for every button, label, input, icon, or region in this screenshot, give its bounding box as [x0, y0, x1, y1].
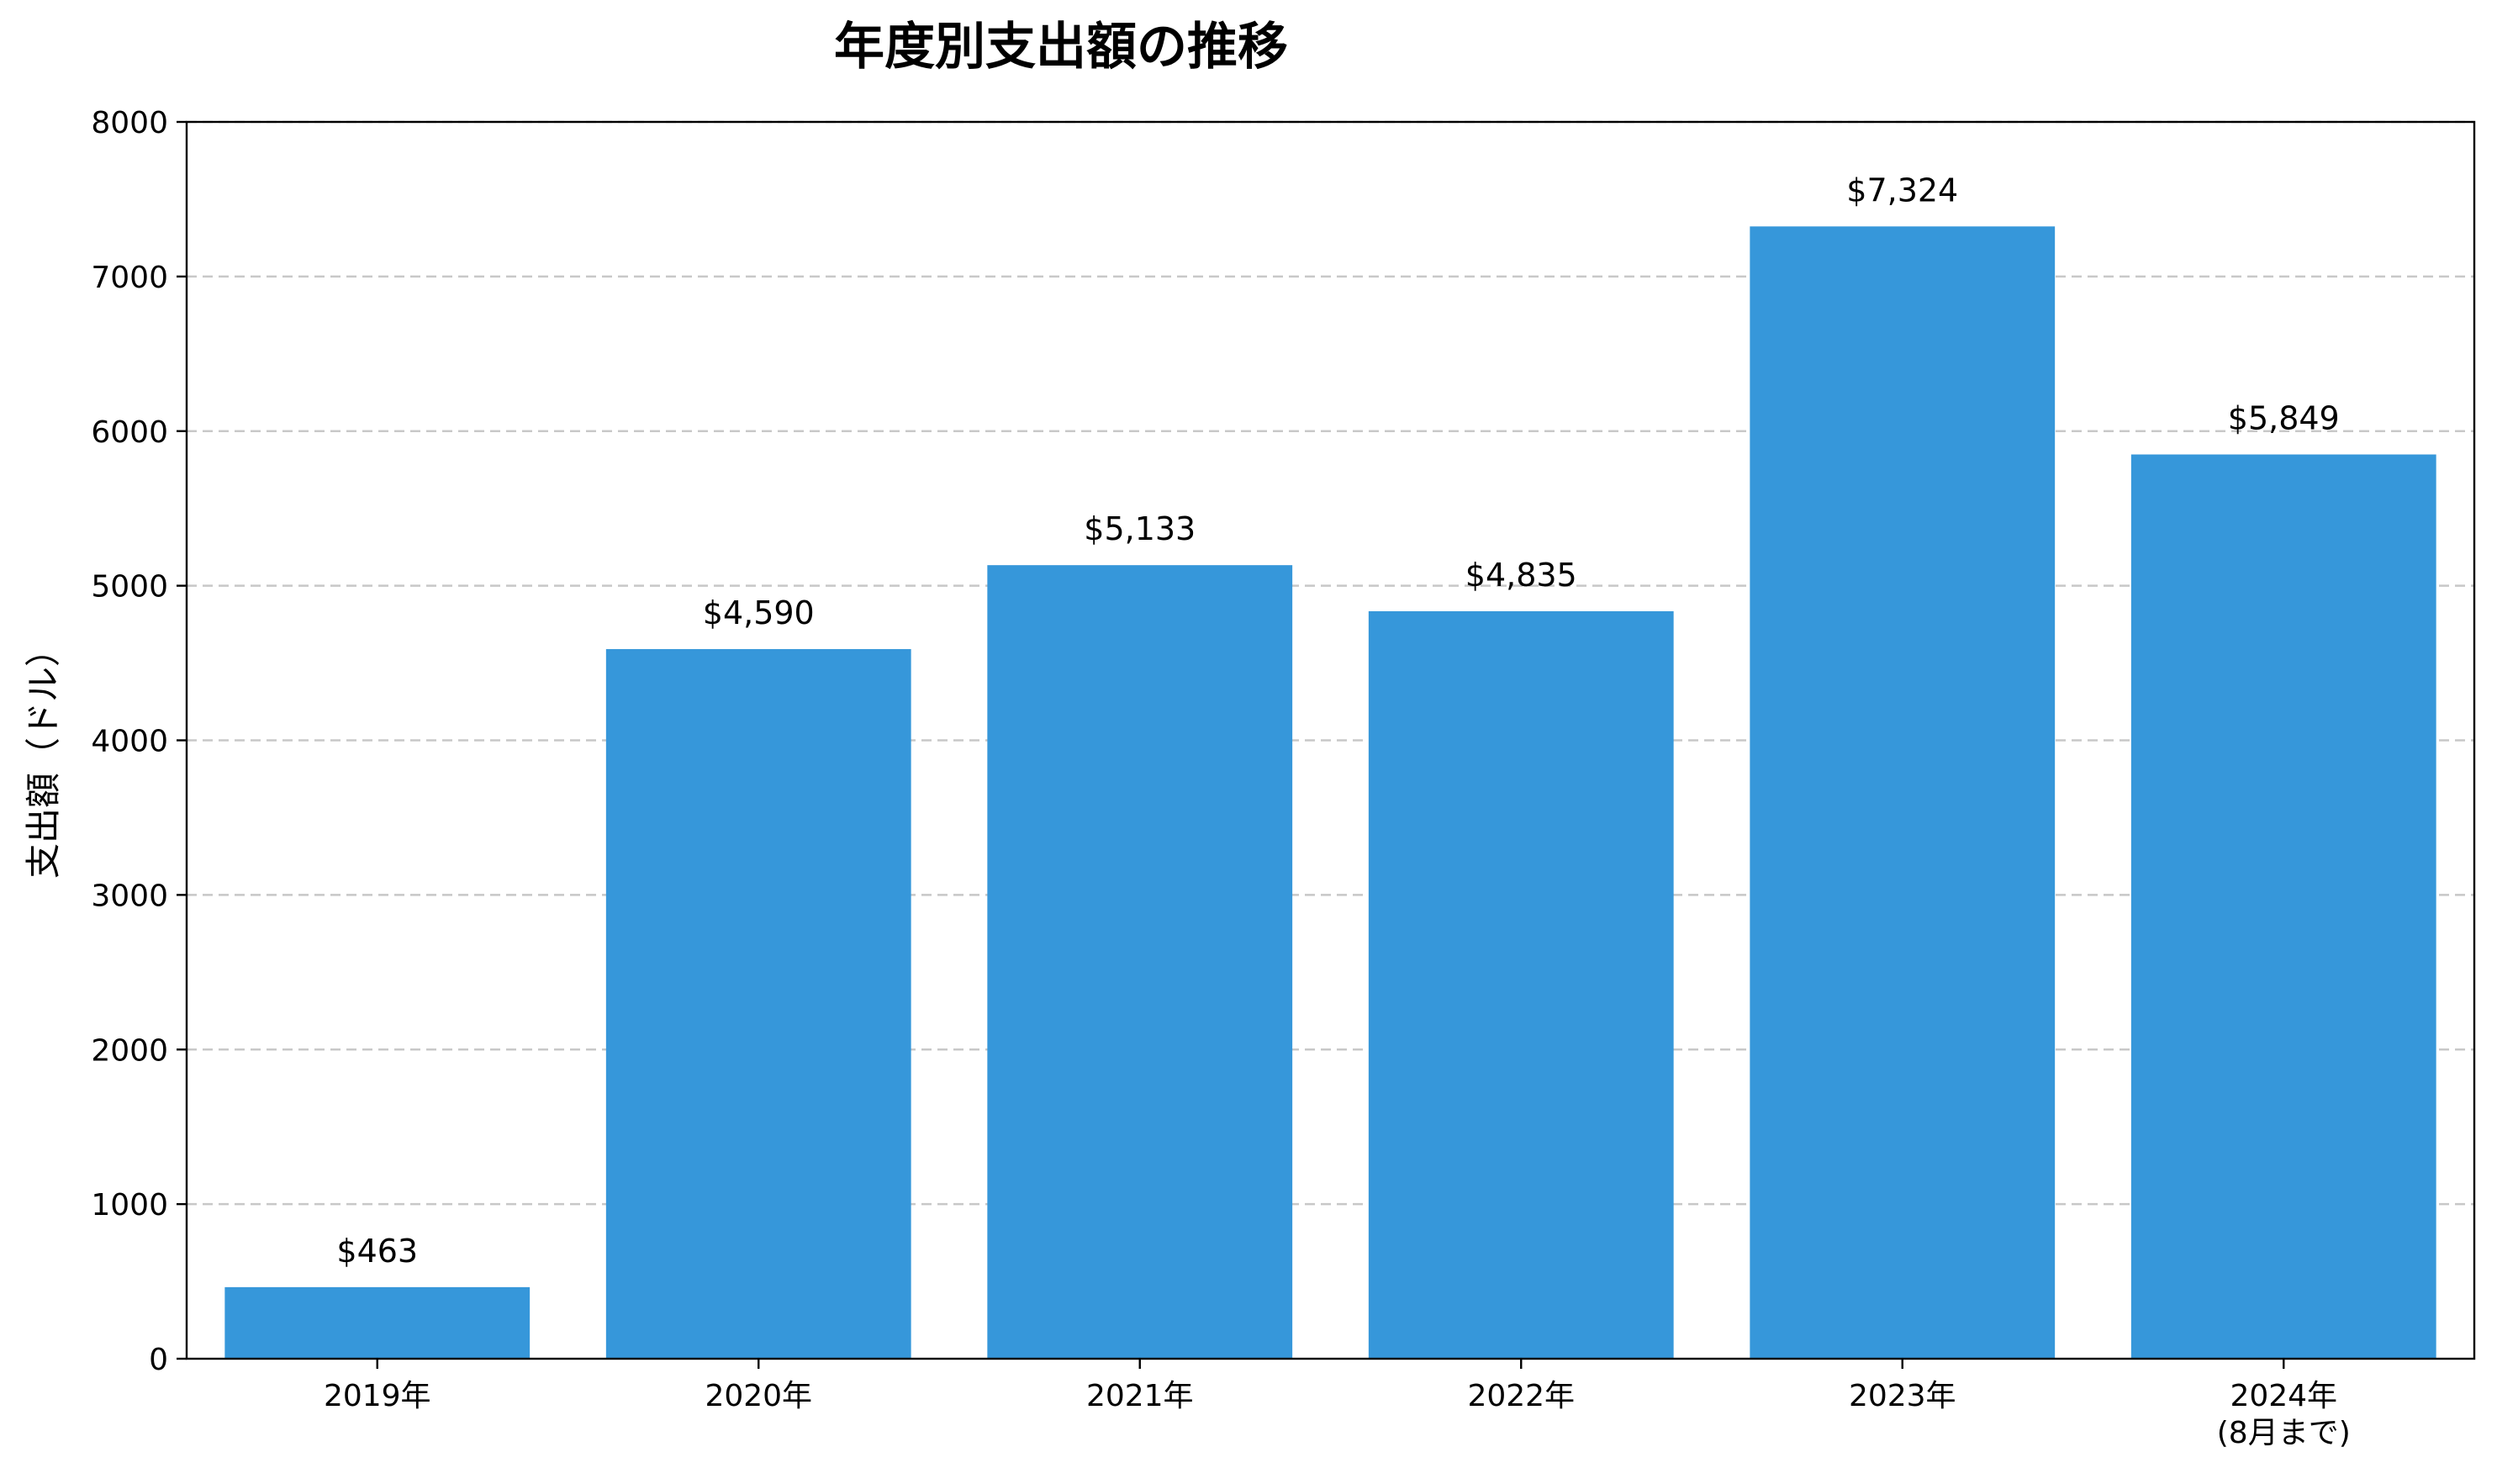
- bar: [224, 1286, 531, 1359]
- x-tick-label: 2021年: [1086, 1379, 1194, 1413]
- bar-value-label: $4,835: [1465, 557, 1577, 594]
- y-axis-label: 支出額（ドル）: [23, 631, 64, 879]
- y-tick-label: 5000: [91, 570, 168, 605]
- x-tick-label: 2020年: [705, 1379, 812, 1413]
- chart-title: 年度別支出額の推移: [834, 18, 1288, 77]
- bars: [224, 226, 2436, 1359]
- axes: 0 1000 2000 3000 4000 5000 6000 7000 8000 2019年 20…: [91, 106, 2476, 1450]
- bar-value-label: $5,849: [2228, 400, 2340, 437]
- y-tick-label: 1000: [91, 1188, 168, 1223]
- bar-value-label: $463: [336, 1233, 418, 1270]
- plot-frame: [185, 120, 2476, 1360]
- x-tick-label: 2023年: [1849, 1379, 1956, 1413]
- bar-value-label: $5,133: [1084, 510, 1196, 547]
- y-tick-label: 8000: [91, 106, 168, 140]
- bar-value-label: $7,324: [1846, 172, 1958, 209]
- x-tick-label: 2024年(8月まで): [2217, 1379, 2351, 1450]
- y-tick-label: 3000: [91, 879, 168, 913]
- y-tick-label: 6000: [91, 415, 168, 450]
- x-tick-label: 2019年: [324, 1379, 431, 1413]
- y-tick-label: 4000: [91, 725, 168, 759]
- bar: [605, 649, 911, 1359]
- x-tick-label: 2022年: [1467, 1379, 1575, 1413]
- data-labels: $463 $4,590 $5,133 $4,835 $7,324 $5,849: [336, 172, 2339, 1270]
- y-tick-label: 7000: [91, 261, 168, 295]
- bar-value-label: $4,590: [703, 594, 815, 631]
- bar: [1368, 610, 1674, 1359]
- y-tick-label: 2000: [91, 1033, 168, 1068]
- y-tick-label: 0: [149, 1343, 168, 1377]
- bar: [2130, 454, 2436, 1359]
- bar: [987, 565, 1293, 1359]
- bar: [1750, 226, 2056, 1359]
